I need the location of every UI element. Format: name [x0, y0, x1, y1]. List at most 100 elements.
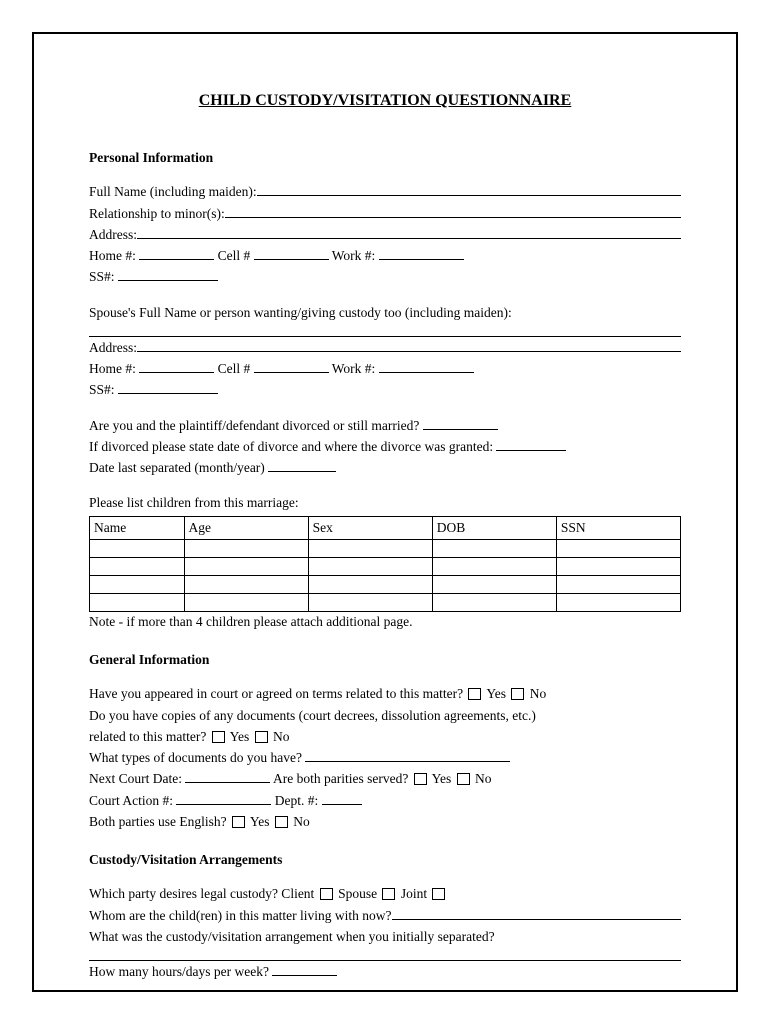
field-hours: How many hours/days per week?: [89, 962, 681, 982]
blank-hours[interactable]: [272, 963, 337, 976]
checkbox-served-no[interactable]: [457, 773, 470, 785]
label-home: Home #:: [89, 248, 139, 263]
field-party-custody: Which party desires legal custody? Clien…: [89, 884, 681, 904]
checkbox-english-yes[interactable]: [232, 816, 245, 828]
table-row: [90, 557, 681, 575]
children-table: Name Age Sex DOB SSN: [89, 516, 681, 612]
blank-spouse-home[interactable]: [139, 360, 214, 373]
th-ssn: SSN: [556, 516, 680, 539]
field-full-name: Full Name (including maiden):: [89, 182, 681, 202]
blank-spouse-cell[interactable]: [254, 360, 329, 373]
label-no4: No: [290, 814, 310, 829]
label-yes2: Yes: [227, 729, 253, 744]
blank-home[interactable]: [139, 247, 214, 260]
document-title: CHILD CUSTODY/VISITATION QUESTIONNAIRE: [89, 89, 681, 113]
field-phones: Home #: Cell # Work #:: [89, 246, 681, 266]
label-spouse-ss: SS#:: [89, 382, 118, 397]
field-english: Both parties use English? Yes No: [89, 812, 681, 832]
label-separated: Date last separated (month/year): [89, 460, 268, 475]
blank-living[interactable]: [392, 907, 681, 920]
blank-spouse-address[interactable]: [137, 339, 681, 352]
checkbox-joint[interactable]: [432, 888, 445, 900]
section-personal-header: Personal Information: [89, 148, 681, 168]
blank-arrangement[interactable]: [89, 948, 681, 961]
label-next-court: Next Court Date:: [89, 771, 185, 786]
label-relationship: Relationship to minor(s):: [89, 204, 225, 224]
table-row: [90, 575, 681, 593]
label-court-action: Court Action #:: [89, 793, 176, 808]
field-divorced: Are you and the plaintiff/defendant divo…: [89, 416, 681, 436]
table-header-row: Name Age Sex DOB SSN: [90, 516, 681, 539]
field-living-with: Whom are the child(ren) in this matter l…: [89, 906, 681, 926]
label-spouse-name: Spouse's Full Name or person wanting/giv…: [89, 303, 681, 323]
label-party: Which party desires legal custody? Clien…: [89, 886, 318, 901]
checkbox-docs-no[interactable]: [255, 731, 268, 743]
label-ss: SS#:: [89, 269, 118, 284]
field-address: Address:: [89, 225, 681, 245]
field-separated: Date last separated (month/year): [89, 458, 681, 478]
blank-spouse-ss[interactable]: [118, 381, 218, 394]
blank-dept[interactable]: [322, 792, 362, 805]
label-divorce-date: If divorced please state date of divorce…: [89, 439, 496, 454]
label-court-q: Have you appeared in court or agreed on …: [89, 686, 466, 701]
checkbox-court-no[interactable]: [511, 688, 524, 700]
checkbox-docs-yes[interactable]: [212, 731, 225, 743]
blank-cell[interactable]: [254, 247, 329, 260]
label-cell: Cell #: [218, 248, 254, 263]
label-spouse-opt: Spouse: [338, 886, 380, 901]
label-spouse-work: Work #:: [332, 361, 379, 376]
field-doc-types: What types of documents do you have?: [89, 748, 681, 768]
label-yes4: Yes: [247, 814, 273, 829]
blank-work[interactable]: [379, 247, 464, 260]
label-arrangement: What was the custody/visitation arrangem…: [89, 927, 681, 947]
label-full-name: Full Name (including maiden):: [89, 182, 257, 202]
checkbox-english-no[interactable]: [275, 816, 288, 828]
blank-divorced[interactable]: [423, 417, 498, 430]
field-docs: related to this matter? Yes No: [89, 727, 681, 747]
field-spouse-ss: SS#:: [89, 380, 681, 400]
field-next-court: Next Court Date: Are both parities serve…: [89, 769, 681, 789]
blank-next-court[interactable]: [185, 770, 270, 783]
label-docs-q1: Do you have copies of any documents (cou…: [89, 706, 681, 726]
field-court-appeared: Have you appeared in court or agreed on …: [89, 684, 681, 704]
label-children: Please list children from this marriage:: [89, 493, 681, 513]
blank-court-action[interactable]: [176, 792, 271, 805]
th-name: Name: [90, 516, 185, 539]
label-yes: Yes: [483, 686, 509, 701]
blank-spouse-name[interactable]: [89, 324, 681, 337]
label-no: No: [526, 686, 546, 701]
field-divorce-date: If divorced please state date of divorce…: [89, 437, 681, 457]
label-dept: Dept. #:: [275, 793, 322, 808]
blank-ss[interactable]: [118, 268, 218, 281]
label-spouse-cell: Cell #: [218, 361, 254, 376]
label-doc-types: What types of documents do you have?: [89, 750, 305, 765]
section-general-header: General Information: [89, 650, 681, 670]
field-relationship: Relationship to minor(s):: [89, 204, 681, 224]
label-served: Are both parities served?: [273, 771, 412, 786]
field-arrangement: [89, 948, 681, 961]
field-spouse-phones: Home #: Cell # Work #:: [89, 359, 681, 379]
field-ss: SS#:: [89, 267, 681, 287]
label-spouse-address: Address:: [89, 338, 137, 358]
th-dob: DOB: [432, 516, 556, 539]
field-spouse-address: Address:: [89, 338, 681, 358]
label-spouse-home: Home #:: [89, 361, 139, 376]
checkbox-served-yes[interactable]: [414, 773, 427, 785]
blank-relationship[interactable]: [225, 205, 681, 218]
field-court-action: Court Action #: Dept. #:: [89, 791, 681, 811]
checkbox-spouse[interactable]: [382, 888, 395, 900]
label-living: Whom are the child(ren) in this matter l…: [89, 906, 392, 926]
label-docs-q2: related to this matter?: [89, 729, 210, 744]
label-address: Address:: [89, 225, 137, 245]
blank-spouse-work[interactable]: [379, 360, 474, 373]
blank-divorce-date[interactable]: [496, 438, 566, 451]
blank-full-name[interactable]: [257, 183, 681, 196]
checkbox-court-yes[interactable]: [468, 688, 481, 700]
checkbox-client[interactable]: [320, 888, 333, 900]
page-border: CHILD CUSTODY/VISITATION QUESTIONNAIRE P…: [32, 32, 738, 992]
blank-separated[interactable]: [268, 459, 336, 472]
blank-address[interactable]: [137, 226, 681, 239]
label-divorced: Are you and the plaintiff/defendant divo…: [89, 418, 423, 433]
label-english: Both parties use English?: [89, 814, 230, 829]
blank-doc-types[interactable]: [305, 749, 510, 762]
